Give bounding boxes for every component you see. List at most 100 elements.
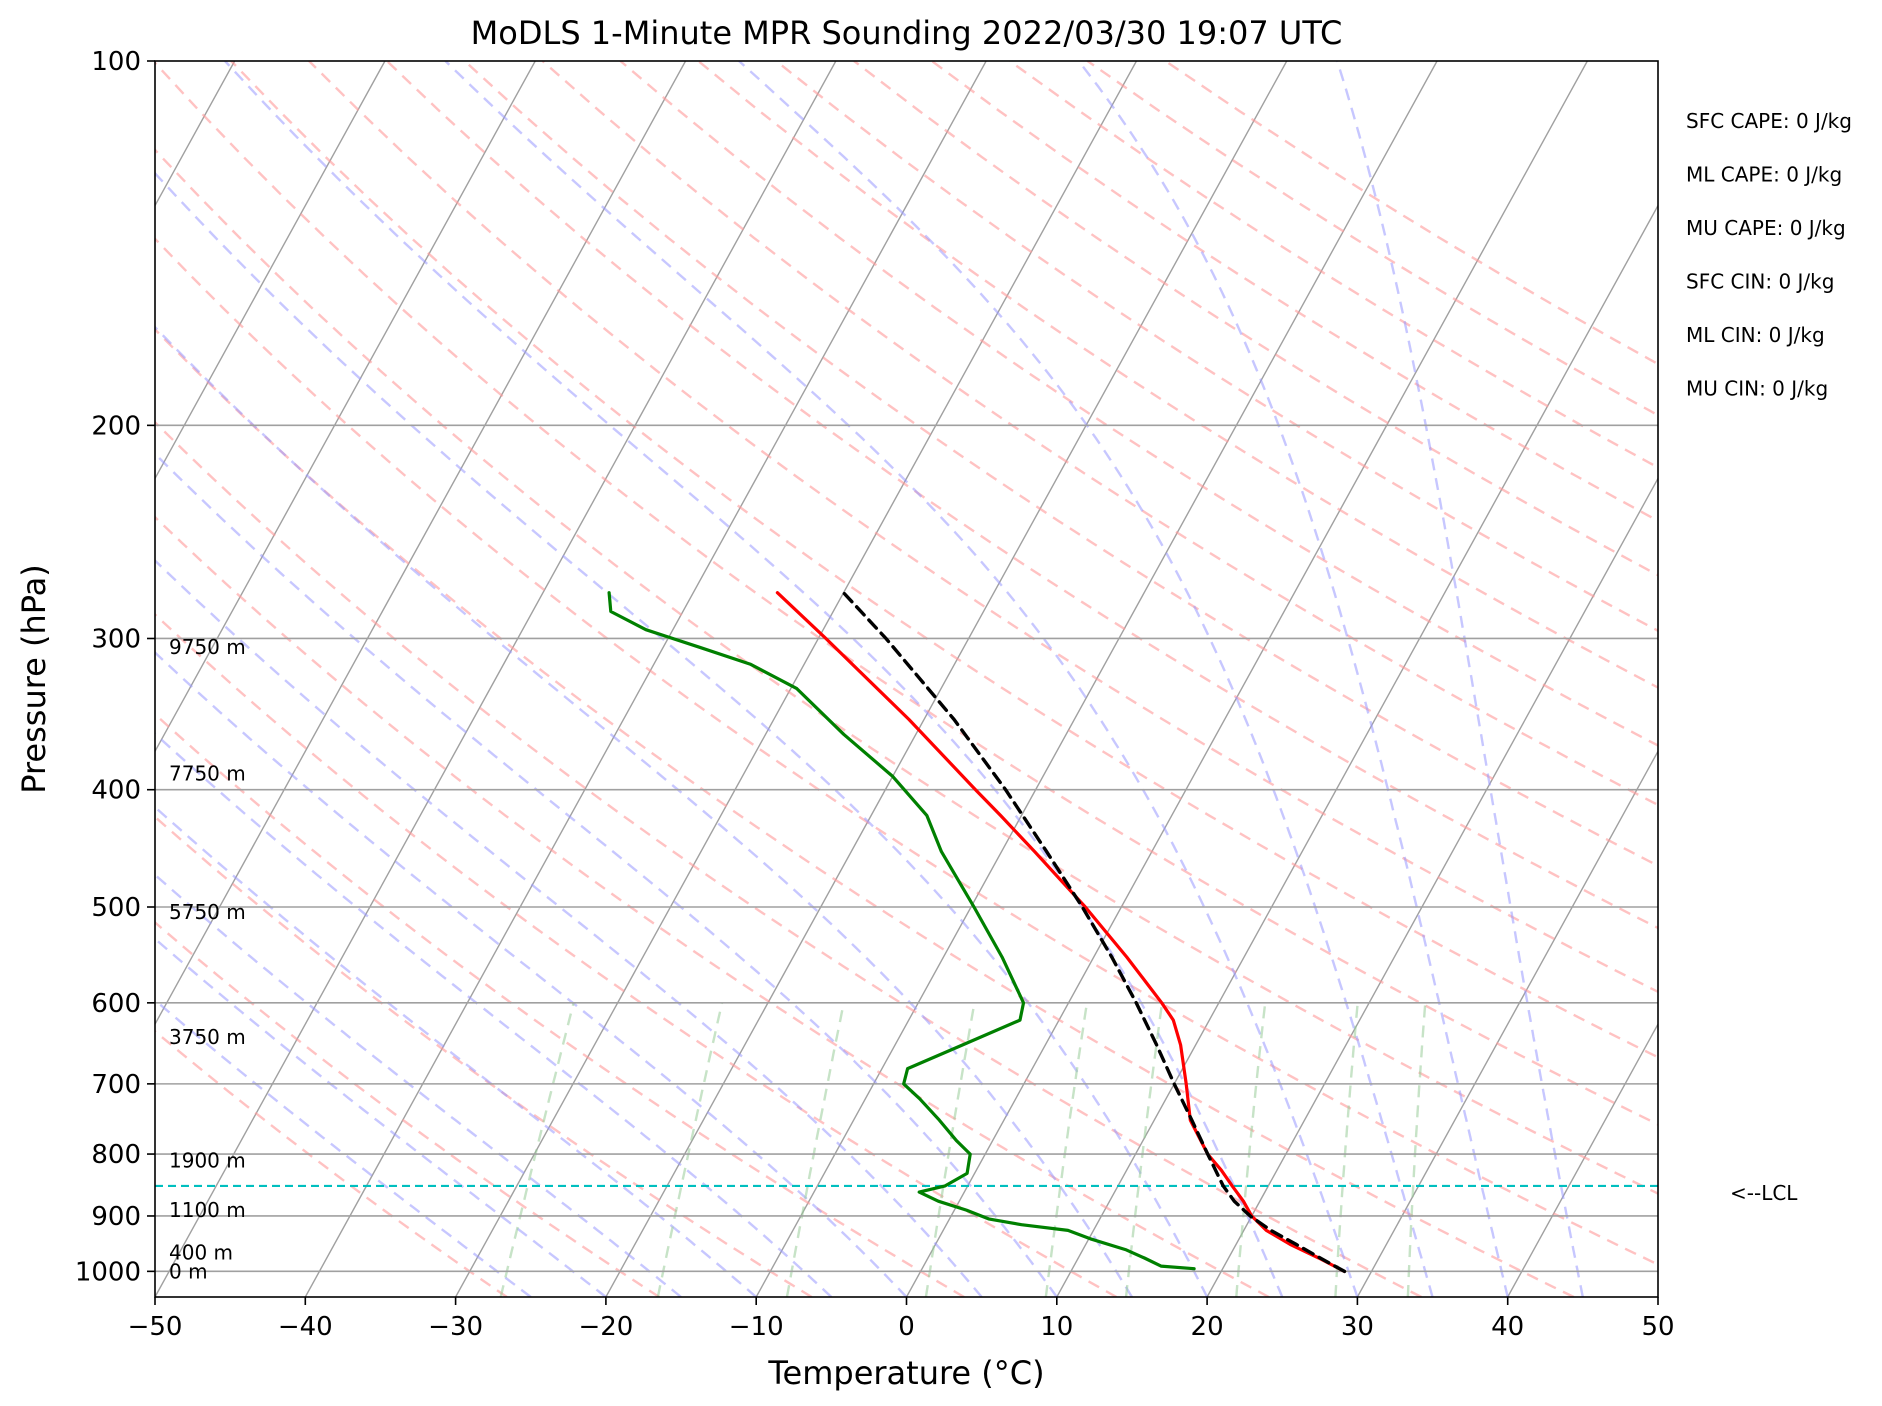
moist-adiabat-line (155, 873, 682, 1297)
isotherm-line (1808, 61, 1882, 1297)
y-tick-label: 300 (91, 624, 141, 654)
chart-title: MoDLS 1-Minute MPR Sounding 2022/03/30 1… (471, 14, 1343, 52)
moist-adiabat-line (444, 61, 1359, 1297)
dry-adiabat-line (463, 61, 1658, 868)
plot-frame (154, 60, 1659, 1298)
dry-adiabat-line (541, 61, 1658, 807)
mixing-ratio-line (656, 1002, 724, 1297)
moist-adiabat-line (155, 171, 1209, 1297)
isotherm-line (155, 61, 687, 1026)
stability-index-label: ML CAPE: 0 J/kg (1686, 163, 1842, 187)
mixing-ratio-line (924, 1002, 976, 1297)
dry-adiabat-line (155, 327, 1575, 1297)
stability-index-label: SFC CIN: 0 J/kg (1686, 270, 1834, 294)
mixing-ratio-line (1044, 1002, 1089, 1297)
stability-index-label: SFC CAPE: 0 J/kg (1686, 109, 1852, 133)
y-tick-label: 100 (91, 47, 141, 77)
y-tick-label: 1000 (75, 1257, 141, 1287)
x-axis-ticks: −50 −40 −30 −20 −10 0 10 20 30 40 50 (128, 1297, 1675, 1342)
dewpoint-profile-line (607, 591, 1196, 1271)
mixing-ratio-line (1124, 1002, 1164, 1297)
moist-adiabat-line (224, 61, 1284, 1297)
height-label: 0 m (169, 1259, 208, 1283)
dry-adiabat-line (775, 61, 1658, 633)
dry-adiabat-line (155, 712, 965, 1297)
isotherm-line (1356, 749, 1658, 1297)
dry-adiabat-line (230, 61, 1658, 1059)
isotherm-line (155, 61, 386, 480)
dry-adiabat-line (1009, 61, 1658, 469)
isotherm-line (605, 61, 1288, 1297)
parcel-profile-line (841, 591, 1347, 1274)
mixing-ratio-line (1406, 1002, 1427, 1297)
moist-adiabat-line (1077, 61, 1509, 1297)
height-label: 1100 m (169, 1198, 246, 1222)
pressure-grid (155, 424, 1658, 1273)
x-tick-label: −20 (578, 1312, 633, 1342)
x-axis-title: Temperature (°C) (767, 1354, 1044, 1392)
moist-adiabat-line (155, 805, 757, 1297)
y-tick-label: 400 (91, 776, 141, 806)
moist-adiabat-line (155, 650, 908, 1297)
isotherm-line (1657, 1295, 1658, 1297)
profile-lines (155, 591, 1658, 1274)
moist-adiabat-line (155, 325, 1134, 1297)
dry-adiabat-line (155, 920, 660, 1297)
dry-adiabat-line (619, 61, 1658, 747)
isotherm-line (155, 61, 536, 753)
dry-adiabat-line (155, 1029, 508, 1297)
y-tick-label: 900 (91, 1202, 141, 1232)
moist-adiabat-line (155, 998, 532, 1297)
x-tick-label: 0 (898, 1312, 915, 1342)
stability-index-label: MU CIN: 0 J/kg (1686, 377, 1828, 401)
stability-indices: SFC CAPE: 0 J/kg ML CAPE: 0 J/kg MU CAPE: … (1686, 109, 1852, 401)
height-label: 7750 m (169, 762, 246, 786)
dry-adiabat-line (155, 420, 1422, 1297)
isotherm-line (304, 61, 987, 1297)
dry-adiabat-line (1164, 61, 1658, 366)
moist-adiabat-line (1336, 61, 1584, 1297)
y-tick-label: 500 (91, 893, 141, 923)
dry-adiabat-line (155, 815, 813, 1297)
x-tick-label: −10 (729, 1312, 784, 1342)
dry-adiabat-line (155, 515, 1270, 1297)
x-tick-label: 50 (1641, 1312, 1674, 1342)
height-label: 1900 m (169, 1149, 246, 1173)
moist-adiabat-line (738, 61, 1434, 1297)
height-label: 5750 m (169, 900, 246, 924)
dry-adiabat-line (386, 61, 1658, 930)
isotherm-line (1206, 477, 1658, 1297)
mixing-ratio-line (785, 1002, 845, 1297)
lcl-label: <--LCL (1730, 1181, 1798, 1205)
y-tick-label: 600 (91, 989, 141, 1019)
isotherm-line (1507, 1022, 1658, 1297)
height-label: 9750 m (169, 635, 246, 659)
mixing-ratio-line (499, 1002, 575, 1297)
temperature-profile-line (775, 591, 1347, 1273)
mixing-ratio-line (1334, 1002, 1359, 1297)
y-axis-title: Pressure (hPa) (15, 564, 53, 794)
height-label: 400 m (169, 1241, 233, 1265)
x-tick-label: 20 (1191, 1312, 1224, 1342)
x-tick-label: 40 (1491, 1312, 1524, 1342)
isotherm-line (905, 61, 1588, 1297)
dry-adiabat-line (155, 61, 1658, 1126)
moist-adiabat-line (155, 558, 983, 1297)
moist-adiabat-line (155, 937, 607, 1297)
dry-adiabat-line (308, 61, 1658, 994)
isotherm-line (454, 61, 1138, 1297)
x-tick-label: −50 (128, 1312, 183, 1342)
isotherm-line (1056, 204, 1658, 1297)
moist-adiabat-line (155, 732, 833, 1297)
y-tick-label: 200 (91, 411, 141, 441)
dry-adiabat-line (155, 148, 1658, 1195)
y-axis-ticks: 100 200 300 400 500 600 700 800 900 1000 (75, 47, 155, 1287)
height-label: 3750 m (169, 1025, 246, 1049)
x-tick-label: −30 (428, 1312, 483, 1342)
stability-index-label: ML CIN: 0 J/kg (1686, 323, 1825, 347)
isotherm-line (155, 61, 837, 1297)
stability-index-label: MU CAPE: 0 J/kg (1686, 216, 1846, 240)
